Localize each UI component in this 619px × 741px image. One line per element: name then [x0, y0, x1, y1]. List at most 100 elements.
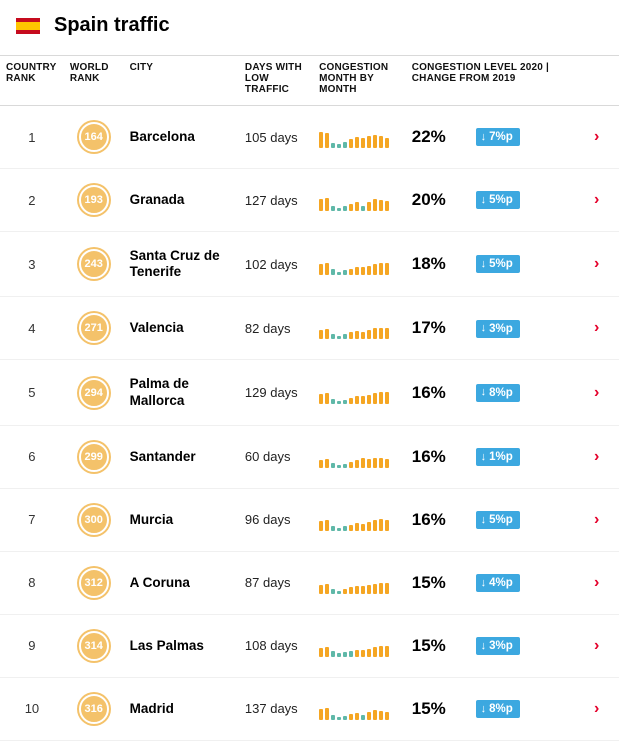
- sparkline-chart: [319, 317, 400, 339]
- sparkline-cell: [313, 488, 406, 551]
- country-rank-cell: 2: [0, 169, 64, 232]
- change-value: 5%p: [489, 258, 513, 270]
- sparkline-cell: [313, 232, 406, 297]
- city-cell: Murcia: [124, 488, 239, 551]
- sparkline-chart: [319, 572, 400, 594]
- arrow-down-icon: ↓: [481, 387, 487, 398]
- congestion-cell: 16%: [406, 360, 470, 425]
- congestion-cell: 22%: [406, 106, 470, 169]
- world-rank-cell: 164: [64, 106, 124, 169]
- sparkline-chart: [319, 382, 400, 404]
- world-rank-badge: 299: [79, 442, 109, 472]
- chevron-right-icon[interactable]: ›: [588, 488, 619, 551]
- spain-flag-icon: [16, 18, 40, 34]
- sparkline-cell: [313, 614, 406, 677]
- congestion-cell: 16%: [406, 425, 470, 488]
- table-row[interactable]: 6299Santander60 days16%↓1%p›: [0, 425, 619, 488]
- world-rank-badge: 312: [79, 568, 109, 598]
- change-cell: ↓1%p: [470, 425, 588, 488]
- world-rank-badge: 164: [79, 122, 109, 152]
- table-row[interactable]: 8312A Coruna87 days15%↓4%p›: [0, 551, 619, 614]
- change-value: 5%p: [489, 514, 513, 526]
- chevron-right-icon[interactable]: ›: [588, 425, 619, 488]
- table-row[interactable]: 5294Palma de Mallorca129 days16%↓8%p›: [0, 360, 619, 425]
- city-cell: Santa Cruz de Tenerife: [124, 232, 239, 297]
- days-cell: 102 days: [239, 232, 313, 297]
- congestion-cell: 16%: [406, 488, 470, 551]
- world-rank-badge: 300: [79, 505, 109, 535]
- change-badge: ↓3%p: [476, 637, 520, 655]
- city-cell: Barcelona: [124, 106, 239, 169]
- sparkline-cell: [313, 297, 406, 360]
- country-rank-cell: 1: [0, 106, 64, 169]
- table-header-row: COUNTRY RANK WORLD RANK CITY DAYS WITH L…: [0, 56, 619, 106]
- col-congestion[interactable]: CONGESTION LEVEL 2020 | CHANGE FROM 2019: [406, 56, 588, 106]
- table-row[interactable]: 3243Santa Cruz de Tenerife102 days18%↓5%…: [0, 232, 619, 297]
- change-value: 7%p: [489, 131, 513, 143]
- sparkline-cell: [313, 360, 406, 425]
- chevron-right-icon[interactable]: ›: [588, 297, 619, 360]
- world-rank-badge: 271: [79, 313, 109, 343]
- world-rank-badge: 243: [79, 249, 109, 279]
- change-badge: ↓5%p: [476, 511, 520, 529]
- col-country-rank[interactable]: COUNTRY RANK: [0, 56, 64, 106]
- congestion-cell: 18%: [406, 232, 470, 297]
- table-row[interactable]: 2193Granada127 days20%↓5%p›: [0, 169, 619, 232]
- chevron-right-icon[interactable]: ›: [588, 106, 619, 169]
- world-rank-badge: 314: [79, 631, 109, 661]
- sparkline-cell: [313, 169, 406, 232]
- table-row[interactable]: 4271Valencia82 days17%↓3%p›: [0, 297, 619, 360]
- traffic-table: COUNTRY RANK WORLD RANK CITY DAYS WITH L…: [0, 55, 619, 741]
- world-rank-cell: 314: [64, 614, 124, 677]
- change-cell: ↓5%p: [470, 488, 588, 551]
- days-cell: 96 days: [239, 488, 313, 551]
- city-cell: A Coruna: [124, 551, 239, 614]
- world-rank-cell: 271: [64, 297, 124, 360]
- col-city[interactable]: CITY: [124, 56, 239, 106]
- change-value: 8%p: [489, 703, 513, 715]
- days-cell: 87 days: [239, 551, 313, 614]
- chevron-right-icon[interactable]: ›: [588, 169, 619, 232]
- days-cell: 129 days: [239, 360, 313, 425]
- city-cell: Las Palmas: [124, 614, 239, 677]
- col-world-rank[interactable]: WORLD RANK: [64, 56, 124, 106]
- col-month[interactable]: CONGESTION MONTH BY MONTH: [313, 56, 406, 106]
- world-rank-cell: 300: [64, 488, 124, 551]
- change-value: 1%p: [489, 451, 513, 463]
- days-cell: 105 days: [239, 106, 313, 169]
- chevron-right-icon[interactable]: ›: [588, 232, 619, 297]
- world-rank-cell: 312: [64, 551, 124, 614]
- col-blank: [588, 56, 619, 106]
- change-badge: ↓5%p: [476, 255, 520, 273]
- world-rank-cell: 193: [64, 169, 124, 232]
- page-header: Spain traffic: [0, 0, 619, 55]
- change-badge: ↓8%p: [476, 700, 520, 718]
- change-cell: ↓7%p: [470, 106, 588, 169]
- country-rank-cell: 9: [0, 614, 64, 677]
- change-value: 3%p: [489, 640, 513, 652]
- table-row[interactable]: 7 300 Murcia96 days 16% ↓5%p ›: [0, 488, 619, 551]
- days-cell: 108 days: [239, 614, 313, 677]
- col-days[interactable]: DAYS WITH LOW TRAFFIC: [239, 56, 313, 106]
- change-value: 5%p: [489, 194, 513, 206]
- change-value: 8%p: [489, 387, 513, 399]
- arrow-down-icon: ↓: [481, 704, 487, 715]
- chevron-right-icon[interactable]: ›: [588, 360, 619, 425]
- table-row[interactable]: 1 164 Barcelona105 days 22%↓7%p›: [0, 106, 619, 169]
- sparkline-cell: [313, 425, 406, 488]
- city-cell: Palma de Mallorca: [124, 360, 239, 425]
- chevron-right-icon[interactable]: ›: [588, 551, 619, 614]
- arrow-down-icon: ↓: [481, 515, 487, 526]
- arrow-down-icon: ↓: [481, 641, 487, 652]
- sparkline-chart: [319, 446, 400, 468]
- arrow-down-icon: ↓: [481, 578, 487, 589]
- chevron-right-icon[interactable]: ›: [588, 614, 619, 677]
- world-rank-cell: 299: [64, 425, 124, 488]
- congestion-cell: 15%: [406, 614, 470, 677]
- arrow-down-icon: ↓: [481, 452, 487, 463]
- sparkline-chart: [319, 189, 400, 211]
- country-rank-cell: 7: [0, 488, 64, 551]
- days-cell: 60 days: [239, 425, 313, 488]
- change-value: 3%p: [489, 323, 513, 335]
- table-row[interactable]: 9 314 Las Palmas108 days 15% ↓3%p ›: [0, 614, 619, 677]
